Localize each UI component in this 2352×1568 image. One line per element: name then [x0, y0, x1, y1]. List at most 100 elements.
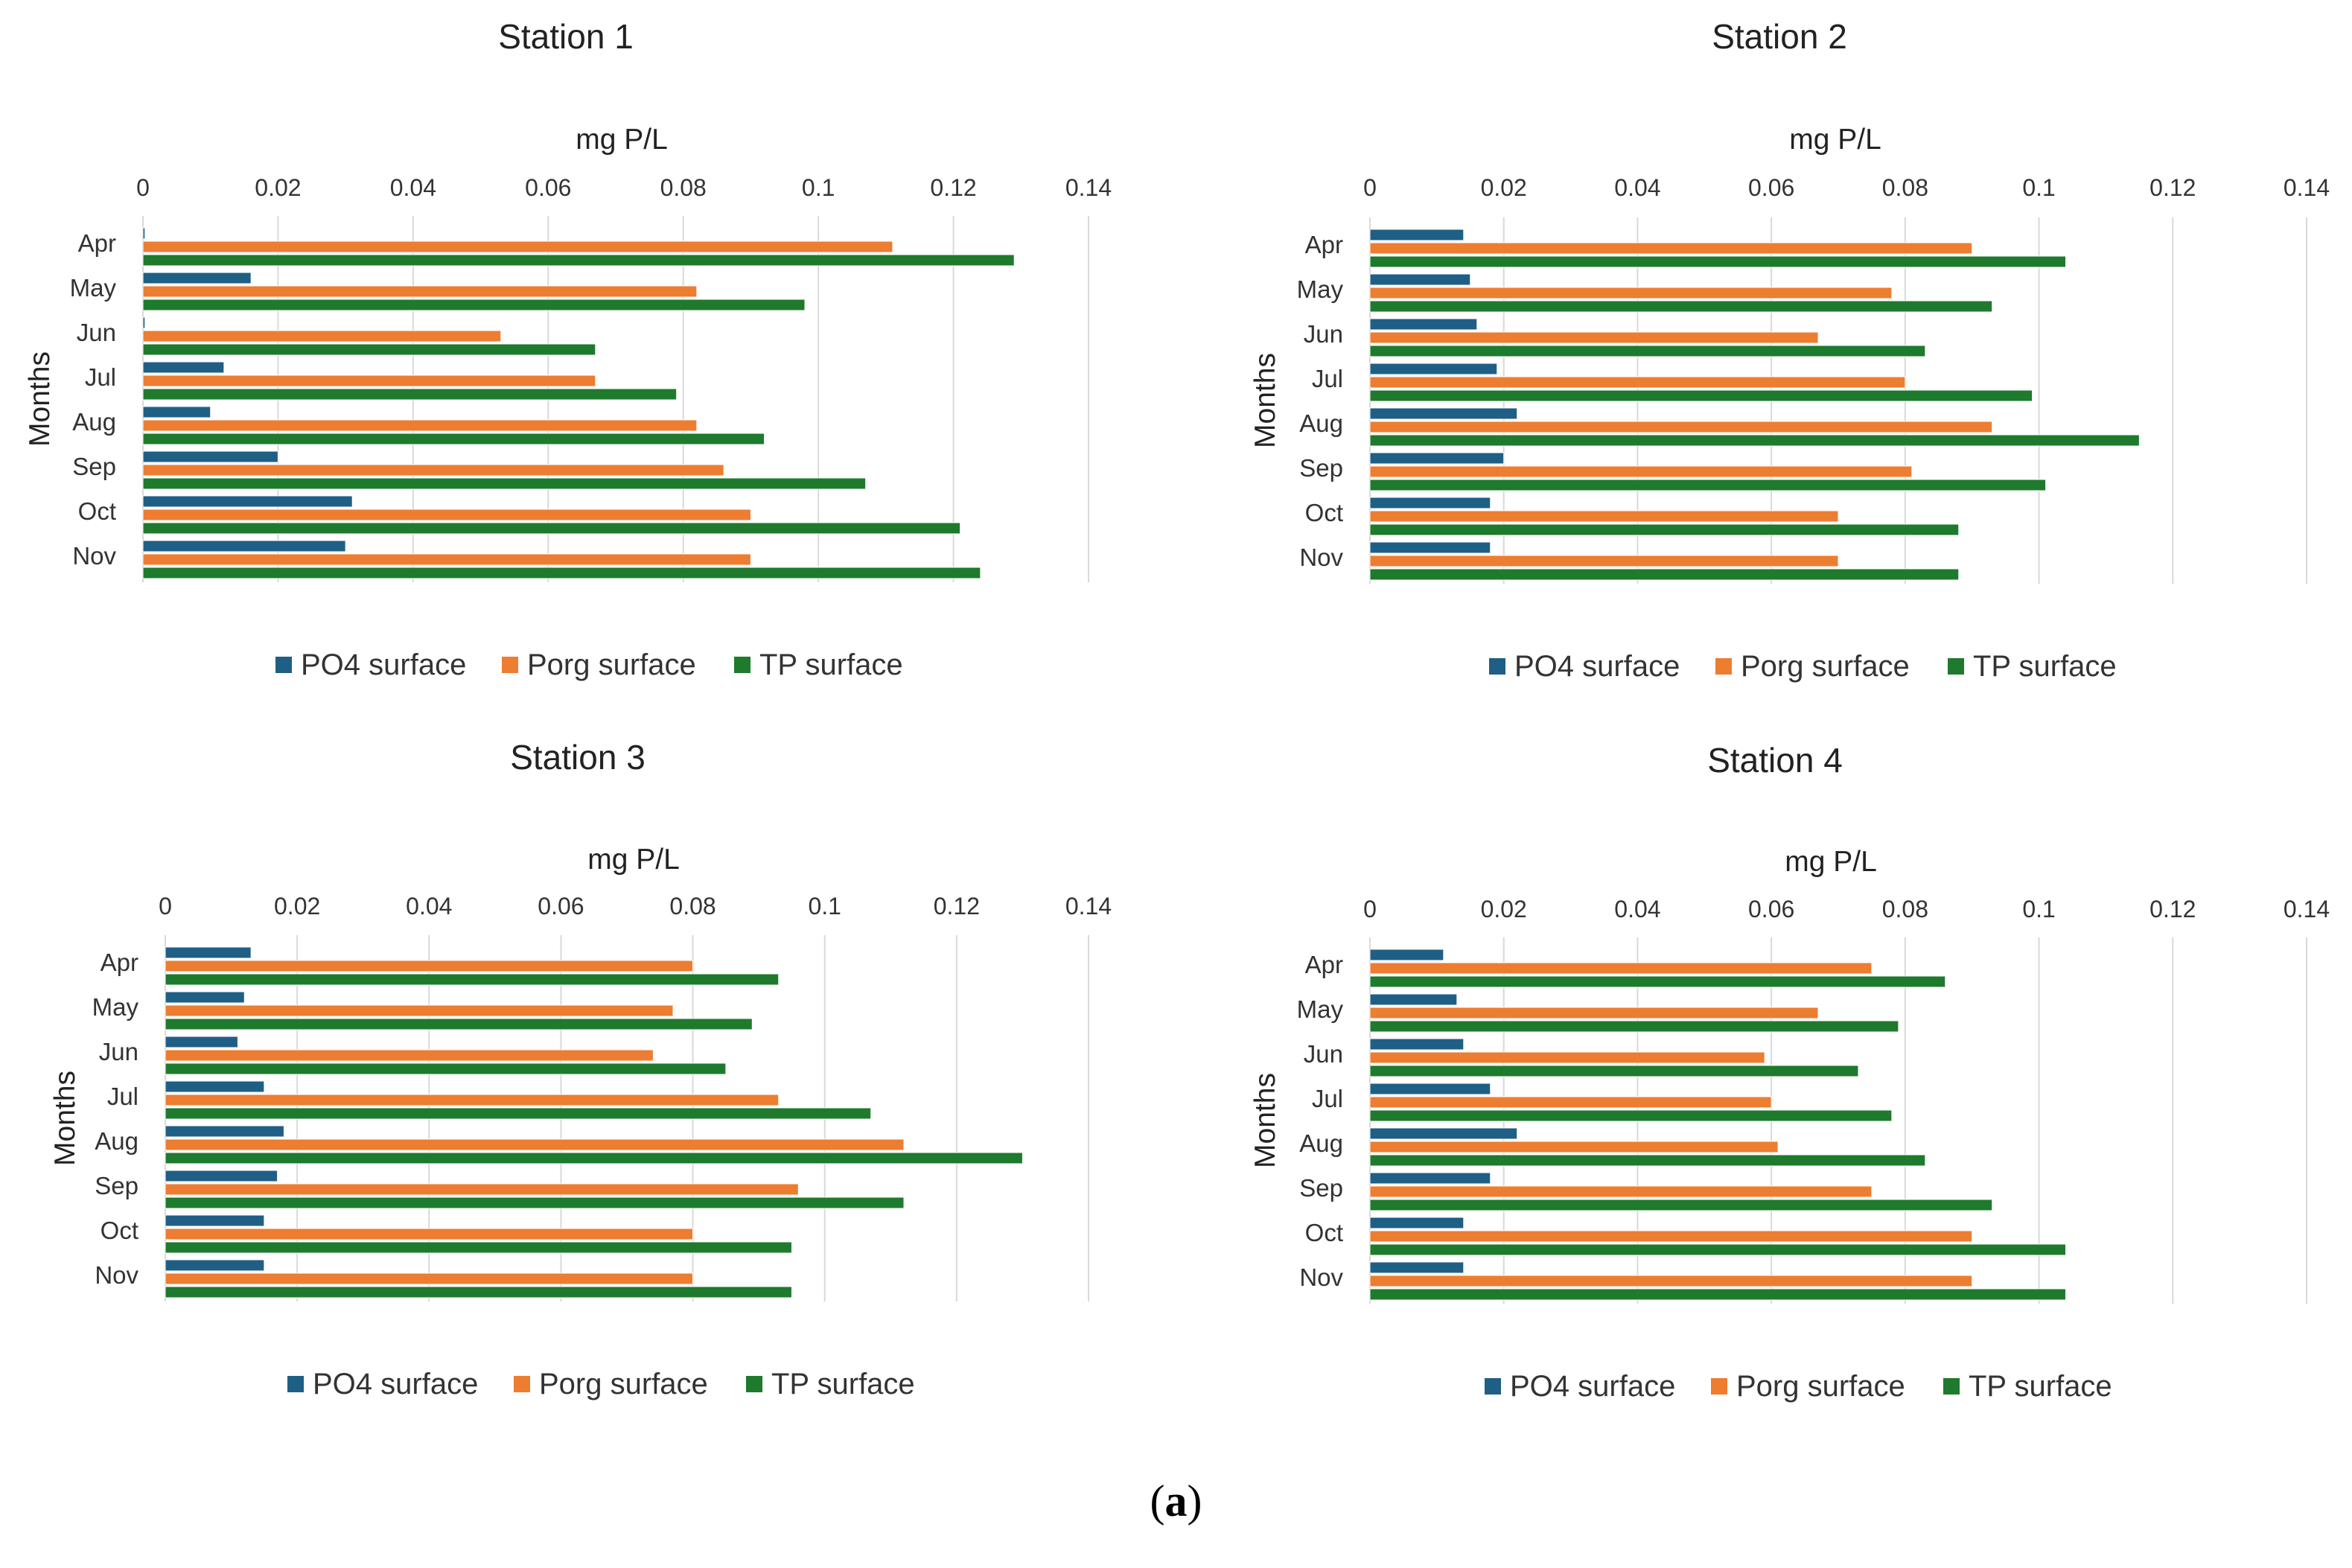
bar-porg-surface	[165, 1138, 905, 1151]
chart-title: Station 2	[1712, 17, 1847, 56]
category-label: Jul	[1312, 365, 1343, 392]
legend-swatch	[1948, 658, 1964, 675]
bar-tp-surface	[1369, 1288, 2067, 1301]
bar-tp-surface	[165, 1152, 1023, 1164]
bar-porg-surface	[142, 509, 751, 521]
category-label: Sep	[1299, 1174, 1343, 1202]
bar-porg-surface	[1369, 287, 1893, 299]
legend-swatch	[502, 657, 518, 673]
bar-porg-surface	[142, 419, 698, 432]
bar-po4-surface	[1369, 1038, 1465, 1051]
legend-item: PO4 surface	[287, 1368, 478, 1400]
bar-porg-surface	[165, 960, 694, 972]
category-label: Oct	[1305, 1219, 1343, 1246]
bar-tp-surface	[165, 1196, 905, 1209]
category-label: Jun	[99, 1038, 138, 1065]
x-tick-label: 0.06	[1748, 174, 1794, 201]
bar-po4-surface	[1369, 497, 1491, 509]
bar-tp-surface	[142, 299, 806, 311]
category-label: May	[70, 274, 117, 302]
category-label: Aug	[1299, 1129, 1343, 1157]
bar-po4-surface	[1369, 452, 1505, 465]
chart-panel-3: Station 3 mg P/L Months 0 0.02 0.04 0.06 0.08 0.…	[49, 738, 1112, 1400]
x-tick-label: 0.04	[1614, 174, 1660, 201]
legend-label: PO4 surface	[1510, 1370, 1675, 1403]
x-tick-label: 0.1	[2022, 896, 2055, 922]
legend-label: PO4 surface	[301, 648, 466, 681]
bar-po4-surface	[1369, 1083, 1491, 1095]
x-tick-label: 0.1	[2022, 174, 2055, 201]
bar-tp-surface	[1369, 300, 1993, 313]
bar-po4-surface	[165, 1259, 265, 1272]
category-label: Apr	[101, 949, 138, 976]
bar-porg-surface	[142, 240, 893, 253]
bar-porg-surface	[142, 375, 596, 387]
bar-tp-surface	[142, 254, 1015, 267]
bar-porg-surface	[1369, 1185, 1873, 1198]
y-axis-title: Months	[1249, 1073, 1281, 1168]
bar-po4-surface	[165, 1036, 238, 1048]
legend-item: Porg surface	[1715, 650, 1910, 683]
bar-po4-surface	[165, 946, 252, 959]
category-label: Oct	[1305, 499, 1343, 526]
bar-po4-surface	[1369, 1261, 1465, 1274]
bar-porg-surface	[1369, 376, 1906, 389]
x-tick-label: 0	[136, 174, 150, 201]
x-axis-title: mg P/L	[576, 124, 668, 156]
bar-tp-surface	[165, 1018, 753, 1030]
category-label: Apr	[1305, 951, 1343, 978]
legend-item: PO4 surface	[1485, 1370, 1675, 1403]
category-label: Nov	[1299, 544, 1343, 571]
x-tick-label: 0.08	[1882, 896, 1928, 922]
category-label: May	[92, 993, 139, 1021]
bar-po4-surface	[1369, 407, 1518, 420]
category-label: Jun	[1304, 1040, 1343, 1068]
bar-porg-surface	[165, 1049, 654, 1062]
x-tick-label: 0.02	[1481, 896, 1527, 922]
x-tick-label: 0	[1363, 174, 1377, 201]
bar-po4-surface	[1369, 1127, 1518, 1140]
bar-tp-surface	[165, 1107, 872, 1120]
bar-porg-surface	[1369, 242, 1973, 255]
figure-label: a	[1164, 1476, 1188, 1526]
y-axis-title: Months	[24, 351, 56, 447]
legend-swatch	[1485, 1378, 1501, 1395]
legend-swatch	[746, 1376, 762, 1392]
category-label: Aug	[1299, 409, 1343, 437]
x-tick-label: 0.02	[255, 174, 301, 201]
category-label: Sep	[95, 1172, 138, 1199]
bar-po4-surface	[142, 450, 278, 463]
legend-item: Porg surface	[502, 648, 696, 681]
figure-caption: (a)	[1150, 1476, 1202, 1526]
bar-po4-surface	[142, 406, 211, 418]
category-label: Oct	[78, 497, 116, 525]
bar-po4-surface	[165, 1080, 265, 1093]
legend-item: PO4 surface	[275, 648, 466, 681]
bar-po4-surface	[1369, 541, 1491, 554]
bar-po4-surface	[1369, 318, 1478, 331]
bar-po4-surface	[165, 1125, 284, 1138]
y-axis-title: Months	[49, 1071, 81, 1166]
legend-item: TP surface	[1943, 1370, 2112, 1403]
bar-tp-surface	[142, 477, 867, 490]
category-label: Sep	[1299, 454, 1343, 482]
legend-swatch	[1715, 658, 1732, 675]
x-axis-title: mg P/L	[1785, 846, 1877, 878]
legend-item: PO4 surface	[1489, 650, 1680, 683]
category-label: Aug	[72, 408, 116, 436]
bar-tp-surface	[1369, 389, 2033, 402]
chart-panel-4: Station 4 mg P/L Months 0 0.02 0.04 0.06 0.08 0.…	[1249, 741, 2330, 1403]
chart-title: Station 4	[1707, 741, 1843, 780]
x-tick-label: 0.1	[802, 174, 835, 201]
bar-porg-surface	[142, 464, 724, 477]
bar-po4-surface	[142, 361, 225, 374]
category-label: Nov	[72, 542, 116, 570]
legend-swatch	[287, 1376, 304, 1392]
x-tick-label: 0.14	[2284, 174, 2330, 201]
bar-porg-surface	[1369, 421, 1993, 433]
bar-tp-surface	[1369, 1199, 1993, 1211]
legend-swatch	[1943, 1378, 1960, 1395]
bar-porg-surface	[165, 1228, 694, 1240]
legend-label: Porg surface	[539, 1368, 708, 1400]
